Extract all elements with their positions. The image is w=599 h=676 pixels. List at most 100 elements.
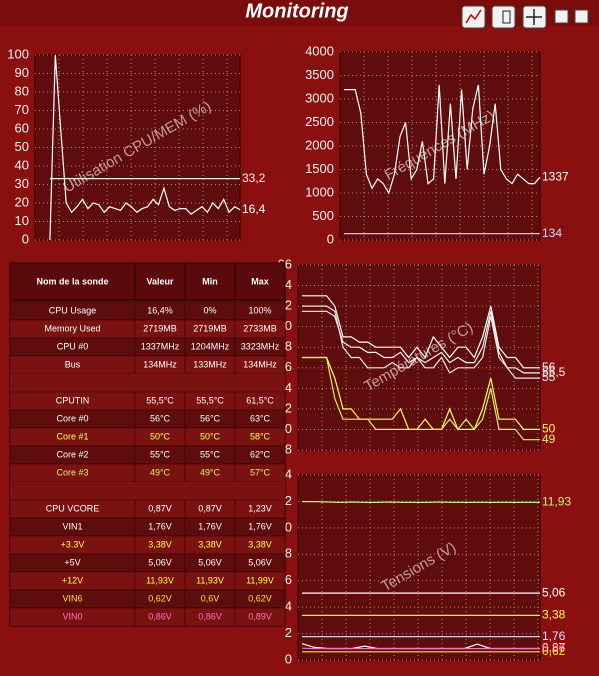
cell-text: 1,76V <box>248 521 272 531</box>
header-text: Valeur <box>146 276 174 286</box>
end-label: 11,93 <box>542 495 571 509</box>
header-cell <box>234 262 286 301</box>
cell-text: 1,23V <box>248 503 272 513</box>
y-tick-label: 70 <box>15 102 29 117</box>
series-line <box>344 84 541 195</box>
cell-text: 55,5°C <box>146 395 174 405</box>
cell-text: 133MHz <box>193 359 227 369</box>
header-text: Max <box>251 276 269 286</box>
cell-text: VIN1 <box>62 521 82 531</box>
cell-text: 2733MB <box>243 323 277 333</box>
cell-text: 11,99V <box>246 575 274 585</box>
cell-text: Core #3 <box>56 467 88 477</box>
end-label: 33,2 <box>242 171 266 185</box>
cell-text: Core #1 <box>56 431 88 441</box>
cell-text: 56°C <box>150 413 171 423</box>
header-text: Min <box>202 276 218 286</box>
cell-text: CPU #0 <box>57 341 89 351</box>
cell-text: Core #0 <box>56 413 88 423</box>
end-label: 0,87 <box>542 641 566 655</box>
y-tick-label: 8 <box>285 546 292 561</box>
cell-text: 0,6V <box>201 593 220 603</box>
window-title: Monitoring <box>245 0 348 22</box>
cell-text: Memory Used <box>44 323 100 333</box>
cell-text: 0,86V <box>148 611 172 621</box>
y-tick-label: 2500 <box>305 114 334 129</box>
cell-text: 55,5°C <box>196 395 224 405</box>
cell-text: 5,06V <box>198 557 222 567</box>
end-label: 1,76 <box>542 629 566 643</box>
header-cell <box>9 262 136 301</box>
plot-area <box>297 474 541 661</box>
series-line <box>302 356 540 430</box>
end-label: 3,38 <box>542 608 566 622</box>
cell-text: VIN6 <box>62 593 82 603</box>
cell-text: 58°C <box>250 431 271 441</box>
y-tick-label: 2000 <box>305 137 334 152</box>
end-label: 5,06 <box>542 585 566 599</box>
end-label: 16,4 <box>242 202 266 216</box>
series-line <box>302 305 540 379</box>
end-label: 1337 <box>542 169 569 183</box>
cell-text: 3,38V <box>198 539 222 549</box>
cell-text: 0,87V <box>198 503 222 513</box>
cell-text: 50°C <box>150 431 171 441</box>
close-button[interactable] <box>574 9 589 24</box>
cell-text: 61,5°C <box>246 395 274 405</box>
cell-text: 1204MHz <box>191 341 230 351</box>
cell-text: 1,76V <box>198 521 222 531</box>
y-tick-label: 1000 <box>305 184 334 199</box>
maximize-button[interactable] <box>554 9 569 24</box>
y-tick-label: 6 <box>285 572 292 587</box>
y-tick-label: 30 <box>15 176 29 191</box>
y-tick-label: 50 <box>15 139 29 154</box>
cell-text: 5,06V <box>148 557 172 567</box>
series-line <box>302 295 540 369</box>
separator-row <box>10 374 285 392</box>
end-label: 55 <box>542 370 556 384</box>
icon <box>465 9 482 24</box>
y-tick-label: 500 <box>312 208 334 223</box>
cell-text: 0% <box>203 305 216 315</box>
cell-text: 49°C <box>150 467 171 477</box>
cell-text: Core #2 <box>56 449 88 459</box>
header-text: Nom de la sonde <box>36 276 108 286</box>
cell-text: 56°C <box>200 413 221 423</box>
y-tick-label: 4000 <box>305 43 334 58</box>
y-tick-label: 0 <box>285 651 292 666</box>
y-tick-label: 10 <box>15 213 29 228</box>
series-line <box>49 54 241 241</box>
end-label: 56 <box>542 360 556 374</box>
cell-text: +5V <box>64 557 80 567</box>
y-tick-label: 0 <box>327 231 334 246</box>
y-tick-label: 2 <box>285 625 292 640</box>
cell-text: 11,93V <box>196 575 224 585</box>
y-tick-label: 3000 <box>305 90 334 105</box>
y-tick-label: 3500 <box>305 67 334 82</box>
cell-text: 0,86V <box>198 611 222 621</box>
cell-text: 62°C <box>250 449 271 459</box>
cell-text: 3,38V <box>248 539 272 549</box>
cell-text: 57°C <box>250 467 271 477</box>
cell-text: +12V <box>62 575 83 585</box>
y-tick-label: 40 <box>15 157 29 172</box>
cell-text: 2719MB <box>143 323 177 333</box>
icon <box>526 9 542 25</box>
header-cell <box>184 262 236 301</box>
end-label: 49 <box>542 432 556 446</box>
cell-text: CPUTIN <box>56 395 90 405</box>
end-label: 0,86 <box>542 641 566 655</box>
cell-text: 5,06V <box>248 557 272 567</box>
y-tick-label: 1500 <box>305 161 334 176</box>
cell-text: 11,93V <box>146 575 174 585</box>
y-tick-label: 80 <box>15 83 29 98</box>
cell-text: 0,89V <box>248 611 272 621</box>
cell-text: CPU VCORE <box>46 503 100 513</box>
y-tick-label: 4 <box>285 599 292 614</box>
y-tick-label: 100 <box>7 46 29 61</box>
series-line <box>302 356 540 441</box>
cell-text: CPU Usage <box>49 305 97 315</box>
y-tick-label: 0 <box>22 231 29 246</box>
cell-text: 0,62V <box>248 593 272 603</box>
